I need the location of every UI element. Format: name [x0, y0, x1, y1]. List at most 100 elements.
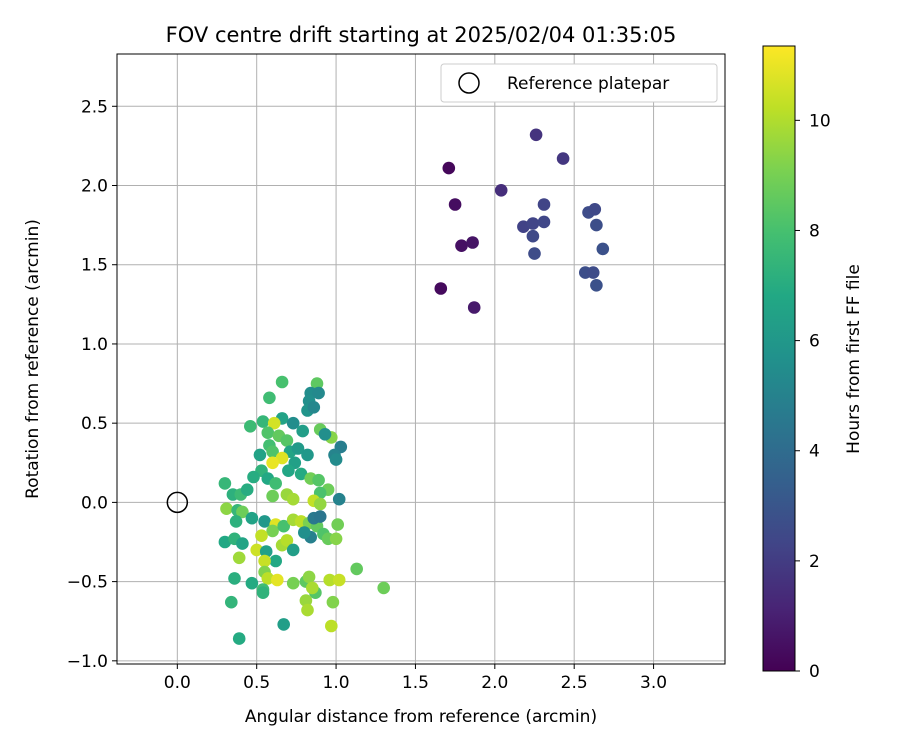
y-tick-label: −0.5 [67, 573, 108, 593]
data-point [282, 464, 295, 478]
legend-reference-marker [458, 72, 480, 94]
data-points [218, 128, 610, 645]
data-point [331, 518, 345, 531]
data-point [299, 594, 313, 607]
y-tick-label: 1.5 [81, 256, 108, 276]
x-tick-label: 1.0 [323, 673, 350, 693]
data-point [286, 543, 300, 557]
data-point [306, 581, 319, 595]
data-point [232, 632, 246, 645]
data-point [261, 572, 275, 585]
x-tick-label: 2.0 [481, 673, 508, 693]
data-point [307, 401, 321, 414]
data-point [529, 128, 543, 142]
data-point [277, 519, 291, 533]
y-tick-label: 0.5 [81, 414, 108, 434]
data-point [494, 184, 508, 197]
data-point [256, 415, 270, 428]
legend-box [440, 63, 718, 103]
data-point [350, 562, 364, 576]
data-point [271, 573, 284, 587]
x-axis-ticks: 0.0 0.5 1.0 1.5 2.0 2.5 3.0 [164, 664, 667, 693]
x-tick-label: 1.5 [402, 673, 429, 693]
data-point [318, 428, 332, 441]
data-point [266, 445, 279, 459]
data-point [590, 279, 603, 292]
data-point [244, 420, 257, 433]
data-point [296, 424, 310, 438]
data-point [329, 532, 343, 546]
data-point [245, 576, 259, 590]
data-point [323, 573, 337, 587]
x-tick-label: 0.5 [243, 673, 270, 693]
y-tick-label: −1.0 [67, 652, 108, 672]
data-point [258, 515, 271, 528]
data-point [277, 618, 291, 631]
colorbar-tick-label: 4 [809, 442, 820, 462]
colorbar-tick-label: 10 [809, 111, 831, 131]
data-point [556, 152, 570, 165]
data-point [266, 524, 279, 538]
data-point [255, 529, 268, 542]
data-point [286, 576, 300, 590]
legend[interactable]: Reference platepar [440, 63, 718, 103]
y-tick-label: 2.0 [81, 177, 108, 197]
colorbar-label: Hours from first FF file [844, 264, 864, 454]
data-point [258, 554, 271, 568]
data-point [267, 416, 281, 430]
colorbar-tick-label: 0 [809, 662, 820, 682]
colorbar-ticks: 0 2 4 6 8 10 [795, 111, 831, 682]
data-point [236, 537, 249, 550]
data-point [526, 229, 540, 243]
data-point [220, 502, 233, 515]
data-point [250, 543, 263, 557]
data-point [466, 236, 479, 249]
data-point [455, 239, 468, 252]
data-point [218, 477, 232, 490]
data-point [517, 220, 530, 233]
x-tick-label: 3.0 [640, 673, 667, 693]
data-point [275, 451, 289, 465]
data-point [329, 453, 343, 466]
data-point [228, 572, 241, 585]
data-point [280, 434, 294, 447]
data-point [245, 511, 259, 525]
data-point [312, 473, 325, 487]
data-point [225, 595, 238, 609]
data-point [596, 242, 610, 256]
colorbar-gradient [762, 45, 796, 672]
y-axis-ticks: −1.0 −0.5 0.0 0.5 1.0 1.5 2.0 2.5 [67, 97, 117, 672]
data-point [442, 161, 456, 175]
data-point [310, 377, 324, 390]
data-point [280, 534, 294, 547]
data-point [253, 448, 267, 462]
x-axis-label: Angular distance from reference (arcmin) [245, 707, 597, 727]
legend-reference-label: Reference platepar [507, 74, 669, 94]
data-point [298, 526, 311, 539]
data-point [528, 247, 541, 260]
data-point [332, 492, 346, 506]
y-tick-label: 2.5 [81, 97, 108, 117]
data-point [467, 301, 481, 314]
x-tick-label: 2.5 [561, 673, 588, 693]
data-point [266, 489, 279, 503]
data-point [240, 483, 254, 497]
y-axis-label: Rotation from reference (arcmin) [23, 219, 43, 499]
data-point [236, 505, 249, 519]
grid [117, 54, 725, 664]
data-point [590, 218, 603, 232]
data-point [266, 456, 279, 470]
data-point [286, 492, 300, 506]
data-point [256, 586, 270, 599]
y-tick-label: 1.0 [81, 335, 108, 355]
data-point [526, 217, 540, 230]
chart-title: FOV centre drift starting at 2025/02/04 … [166, 23, 677, 47]
colorbar-tick-label: 6 [809, 332, 820, 352]
data-point [332, 573, 346, 587]
data-point [313, 497, 327, 511]
data-point [312, 386, 325, 400]
data-point [537, 198, 551, 211]
data-point [586, 266, 600, 279]
